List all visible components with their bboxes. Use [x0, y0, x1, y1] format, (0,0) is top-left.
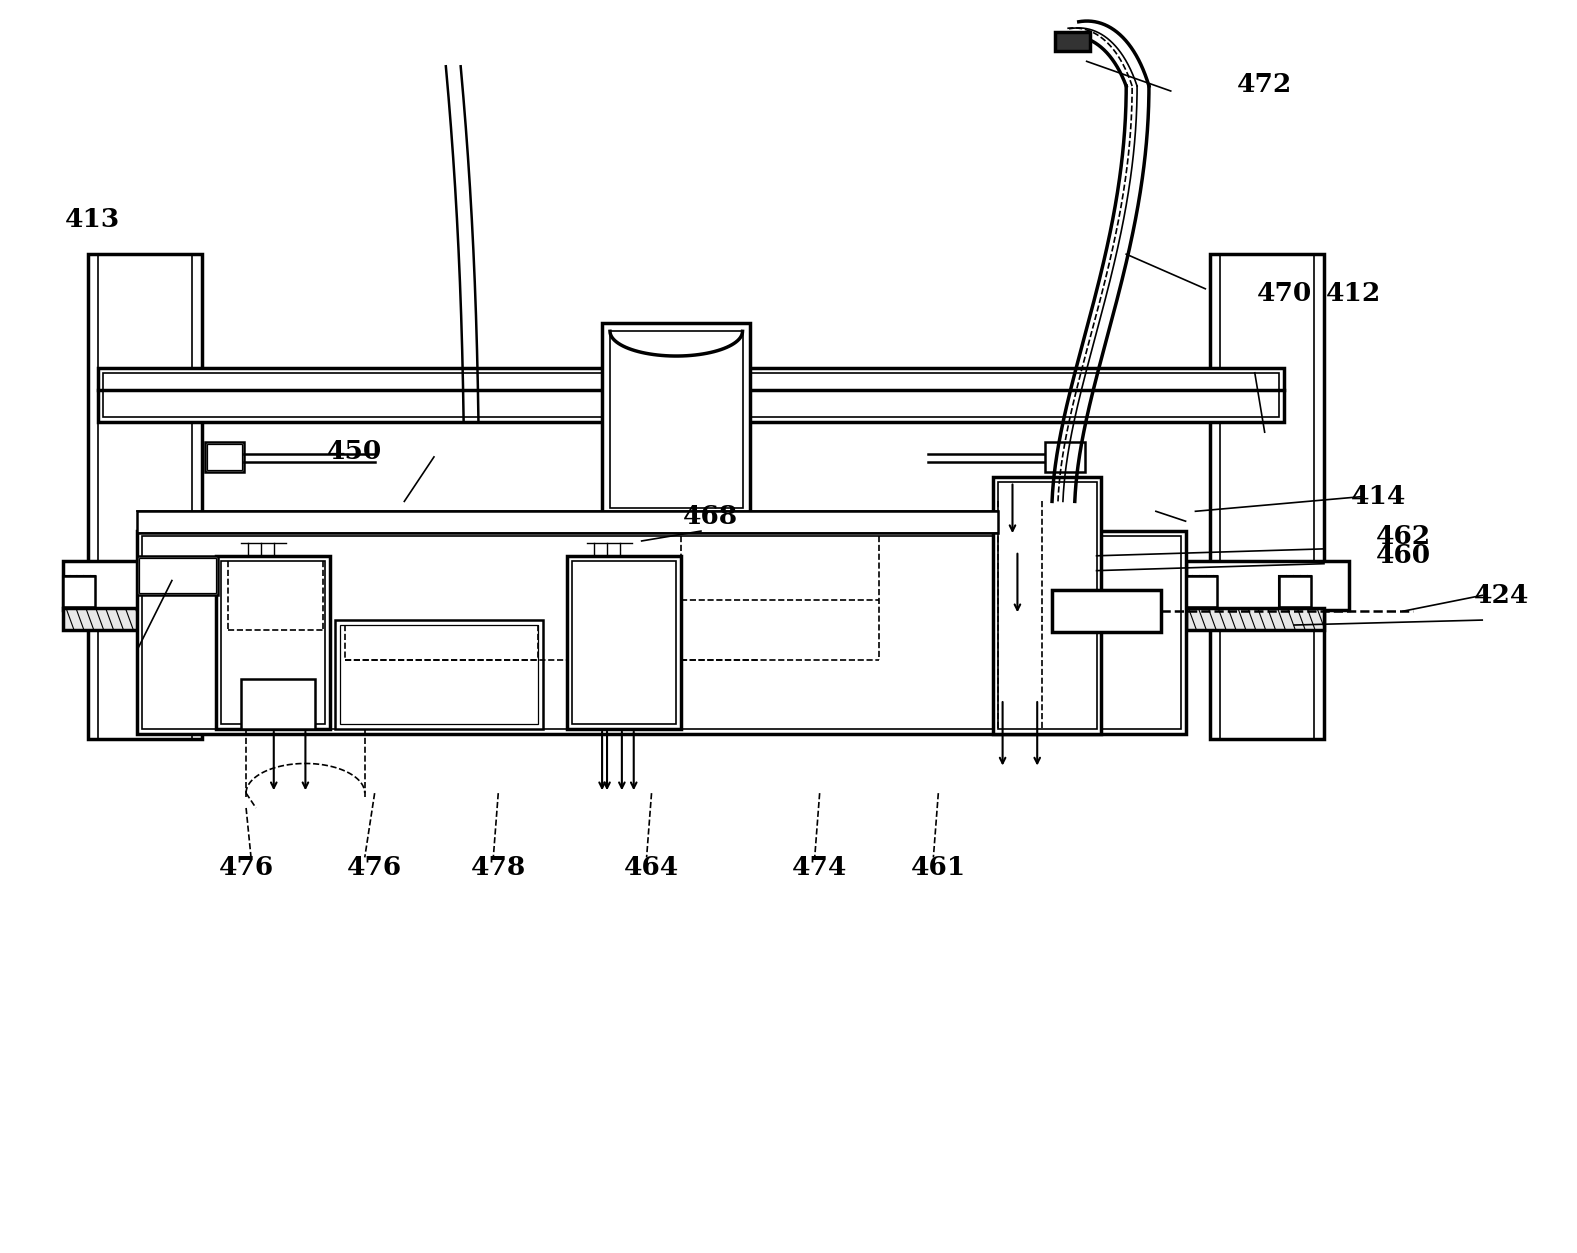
Text: 462: 462 [1375, 524, 1430, 549]
Text: 414: 414 [1351, 484, 1407, 509]
Bar [103, 373, 1279, 417]
Bar [334, 620, 542, 729]
Bar [221, 561, 325, 724]
Bar [1279, 575, 1310, 608]
Bar [1052, 590, 1161, 632]
Bar [1046, 442, 1085, 471]
Bar [1210, 254, 1325, 739]
Text: 460: 460 [1375, 544, 1430, 569]
Bar [1186, 575, 1217, 608]
Bar [1186, 575, 1217, 608]
Bar [241, 679, 315, 729]
Text: 450: 450 [328, 440, 383, 465]
Text: 476: 476 [219, 855, 274, 880]
Text: 412: 412 [1326, 281, 1381, 306]
Text: 413: 413 [65, 207, 120, 232]
Text: 424: 424 [1474, 583, 1530, 608]
Bar [137, 556, 218, 595]
Bar [205, 442, 244, 471]
Text: 478: 478 [470, 855, 525, 880]
Bar [63, 561, 232, 610]
Bar [142, 536, 1181, 729]
Bar [63, 575, 95, 608]
Text: 464: 464 [624, 855, 680, 880]
Text: 472: 472 [1236, 71, 1292, 96]
Text: 461: 461 [912, 855, 965, 880]
Bar [568, 556, 681, 729]
Bar [1055, 31, 1090, 51]
Bar [992, 476, 1101, 734]
Text: 470: 470 [1257, 281, 1312, 306]
Bar [1186, 608, 1325, 630]
Bar [63, 608, 232, 630]
Bar [207, 444, 243, 470]
Bar [63, 575, 95, 608]
Bar [998, 481, 1096, 729]
Bar [1052, 590, 1161, 632]
Text: 468: 468 [683, 504, 738, 529]
Bar [139, 558, 216, 594]
Bar [341, 625, 538, 724]
Bar [1279, 575, 1310, 608]
Bar [216, 556, 330, 729]
Bar [572, 561, 677, 724]
Text: 476: 476 [347, 855, 402, 880]
Bar [98, 368, 1284, 422]
Bar [1186, 561, 1348, 610]
Bar [602, 323, 751, 516]
Bar [88, 254, 202, 739]
Bar [610, 331, 743, 509]
Text: 474: 474 [792, 855, 847, 880]
Bar [137, 531, 1186, 734]
Bar [155, 575, 186, 608]
Bar [155, 575, 186, 608]
Bar [137, 511, 998, 533]
